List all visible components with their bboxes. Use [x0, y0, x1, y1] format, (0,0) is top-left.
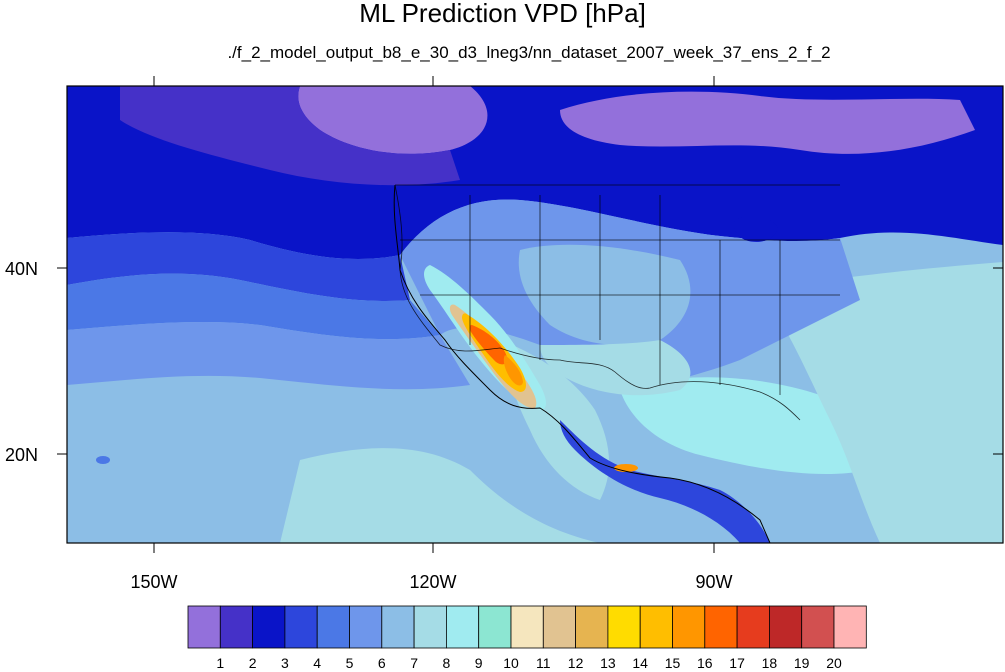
colorbar-swatch	[704, 605, 738, 649]
colorbar-swatch	[736, 605, 770, 649]
colorbar-label: 14	[632, 655, 648, 671]
lon-label-120w: 120W	[409, 572, 457, 592]
lon-label-90w: 90W	[695, 572, 733, 592]
atlantic-band	[760, 262, 1003, 543]
colorbar-label: 15	[664, 655, 681, 671]
colorbar-swatch	[445, 605, 480, 649]
colorbar-label: 18	[761, 655, 778, 671]
colorbar-swatch	[381, 605, 415, 649]
colorbar-label: 9	[474, 655, 483, 671]
northwest-purple	[298, 86, 488, 154]
desert-hot-core	[469, 324, 507, 365]
colorbar-swatch	[607, 605, 641, 649]
map-title: ML Prediction VPD [hPa]	[359, 0, 646, 28]
mexico-coast-dark	[560, 420, 770, 543]
north-indigo	[120, 86, 460, 186]
colorbar-swatch	[510, 605, 544, 649]
pacific-band-6	[67, 322, 470, 390]
desert-hot-core-2	[503, 355, 523, 386]
colorbar-label: 5	[345, 655, 354, 671]
colorbar-swatch	[542, 605, 576, 649]
map-frame	[66, 85, 1004, 544]
lat-label-40n: 40N	[4, 259, 38, 279]
colorbar-swatch	[801, 605, 835, 649]
great-lakes	[733, 215, 778, 242]
colorbar-swatch	[187, 605, 221, 649]
colorbar-label: 11	[536, 655, 551, 671]
gulf-of-mexico	[620, 377, 873, 475]
coastline	[393, 184, 771, 543]
map-field	[67, 86, 1003, 543]
colorbar-label: 12	[567, 655, 584, 671]
colorbar-label: 4	[313, 655, 322, 671]
hawaii	[96, 456, 110, 464]
colorbar-swatch	[219, 605, 254, 649]
colorbar-swatch	[349, 605, 383, 649]
colorbar-swatch	[639, 605, 673, 649]
colorbar-label: 19	[793, 655, 810, 671]
colorbar-label: 6	[377, 655, 386, 671]
colorbar-swatch	[284, 605, 318, 649]
colorbar-label: 1	[216, 655, 225, 671]
pacific-band-5	[67, 273, 440, 340]
colorbar-swatch	[316, 605, 350, 649]
lon-label-150w: 150W	[130, 572, 178, 592]
colorbar-label: 8	[442, 655, 451, 671]
tick-marks	[57, 76, 1003, 553]
colorbar-label: 2	[248, 655, 257, 671]
colorbar-swatch	[769, 605, 803, 649]
northeast-purple	[560, 91, 975, 154]
colorbar-swatch	[252, 605, 286, 649]
colorbar-swatch	[575, 605, 609, 649]
map-subtitle: ./f_2_model_output_b8_e_30_d3_lneg3/nn_d…	[227, 43, 831, 62]
east-pacific-light	[280, 448, 600, 543]
colorbar-label: 13	[600, 655, 616, 671]
colorbar-label: 16	[697, 655, 713, 671]
colorbar-swatch	[478, 605, 512, 649]
colorbar-label: 10	[503, 655, 519, 671]
lat-label-20n: 20N	[4, 445, 38, 465]
colorbar-swatch	[672, 605, 706, 649]
colorbar-label: 20	[826, 655, 842, 671]
pacific-band-4	[67, 232, 410, 301]
texas-light	[540, 340, 691, 396]
colorbar-label: 3	[280, 655, 289, 671]
colorbar-label: 17	[729, 655, 745, 671]
colorbar-swatch	[833, 605, 867, 649]
colorbar-label: 7	[410, 655, 418, 671]
colorbar-swatch	[413, 605, 447, 649]
